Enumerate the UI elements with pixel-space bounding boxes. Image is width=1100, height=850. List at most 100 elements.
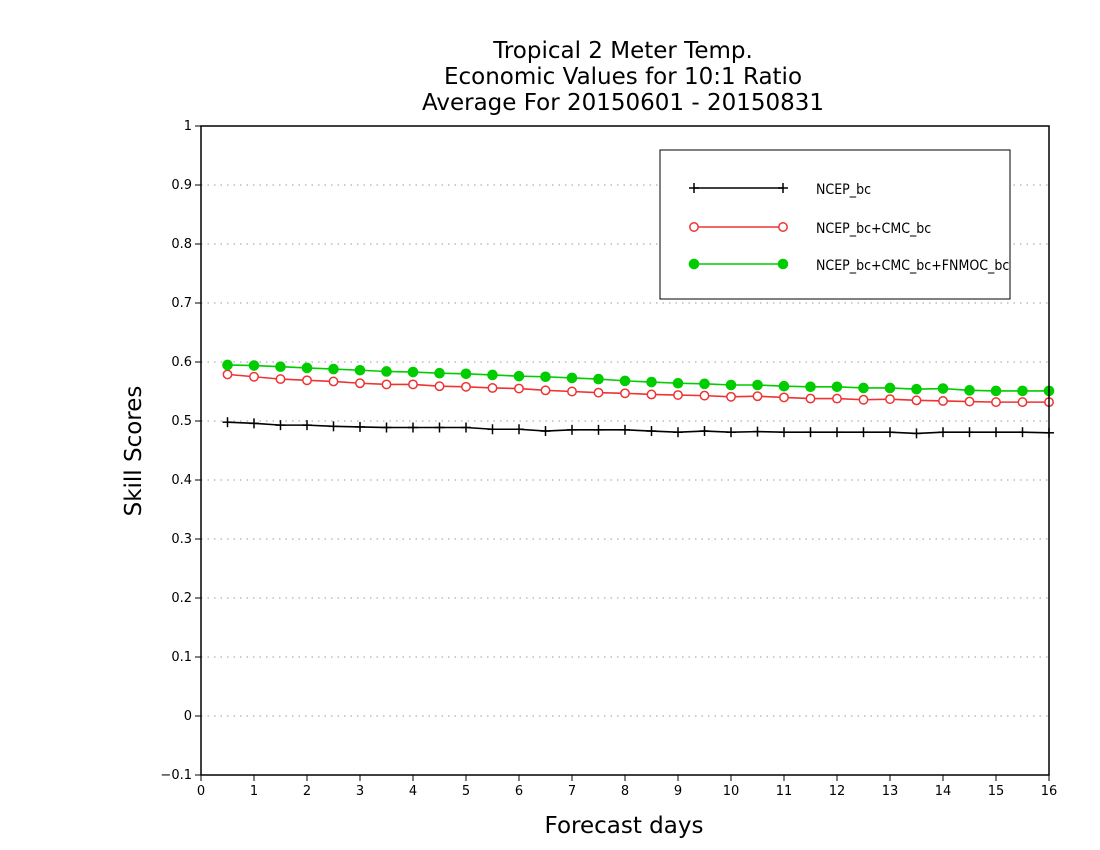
data-point-plus — [434, 422, 445, 433]
x-tick-label: 9 — [674, 784, 682, 799]
data-point-filled-circle — [275, 361, 286, 373]
data-point-plus-legend — [778, 183, 788, 193]
data-point-plus-legend — [689, 183, 699, 193]
data-point-plus — [885, 427, 895, 438]
y-tick-label: 0.9 — [171, 178, 192, 193]
data-point-plus — [646, 426, 657, 437]
data-point-open-circle — [222, 369, 233, 380]
y-tick-label: 0.3 — [171, 532, 192, 547]
legend-label: NCEP_bc+CMC_bc — [816, 221, 931, 237]
data-point-plus — [381, 422, 392, 433]
data-point-open-circle-legend — [689, 222, 699, 232]
data-point-plus — [620, 424, 630, 435]
data-point-filled-circle — [964, 385, 975, 396]
x-tick-label: 14 — [935, 784, 952, 799]
data-point-filled-circle — [699, 378, 710, 390]
data-point-open-circle — [620, 388, 630, 399]
data-point-plus — [328, 421, 339, 432]
data-point-filled-circle — [672, 377, 684, 389]
data-point-filled-circle — [487, 369, 498, 381]
series-line — [227, 364, 1049, 392]
legend-label: NCEP_bc+CMC_bc+FNMOC_bc — [816, 258, 1009, 274]
data-point-filled-circle — [301, 362, 313, 374]
data-point-plus — [1017, 427, 1028, 438]
data-point-filled-circle — [328, 363, 339, 375]
plot-frame — [200, 125, 1050, 776]
y-tick-label: 0 — [184, 709, 192, 724]
series-line — [227, 421, 1050, 435]
data-point-open-circle — [938, 395, 948, 406]
data-point-filled-circle — [1017, 385, 1028, 397]
data-point-open-circle — [911, 395, 922, 406]
y-tick-label: −0.1 — [160, 768, 192, 783]
data-point-plus — [275, 420, 286, 431]
data-point-open-circle — [779, 392, 789, 403]
data-point-filled-circle — [513, 370, 525, 382]
data-point-plus — [487, 424, 498, 435]
data-point-open-circle — [1017, 397, 1028, 408]
data-point-open-circle — [355, 378, 365, 389]
data-point-filled-circle — [858, 382, 869, 394]
data-point-plus — [461, 422, 471, 433]
data-point-plus — [222, 417, 233, 428]
x-tick-label: 1 — [250, 784, 258, 799]
x-tick-label: 5 — [462, 784, 470, 799]
data-point-open-circle — [302, 375, 312, 386]
series-1 — [222, 369, 1054, 408]
x-tick-label: 16 — [1041, 784, 1058, 799]
data-point-open-circle — [832, 393, 842, 404]
x-tick-label: 3 — [356, 784, 364, 799]
data-point-plus — [991, 427, 1001, 438]
x-tick-label: 2 — [303, 784, 311, 799]
data-point-filled-circle — [619, 375, 631, 387]
x-tick-label: 10 — [723, 784, 740, 799]
y-tick-label: 0.5 — [171, 414, 192, 429]
data-point-plus — [302, 420, 312, 431]
data-point-open-circle — [487, 383, 498, 393]
data-point-plus — [673, 427, 683, 438]
legend-box — [659, 149, 1011, 300]
data-point-plus — [540, 426, 551, 437]
data-point-plus — [805, 427, 816, 438]
data-point-open-circle — [991, 397, 1001, 408]
data-point-open-circle — [514, 383, 524, 394]
data-point-filled-circle — [354, 364, 366, 376]
data-point-plus — [938, 427, 948, 438]
data-point-open-circle — [434, 381, 445, 392]
x-tick-label: 13 — [882, 784, 899, 799]
data-point-plus — [964, 427, 975, 438]
data-point-plus — [779, 427, 789, 438]
chart-title-line-2: Economic Values for 10:1 Ratio — [444, 64, 802, 90]
data-point-filled-circle-legend — [688, 258, 700, 270]
data-point-filled-circle — [911, 383, 922, 395]
data-point-open-circle — [593, 387, 604, 398]
x-tick-label: 7 — [568, 784, 576, 799]
data-point-filled-circle — [990, 385, 1002, 397]
data-point-plus — [567, 424, 577, 435]
y-tick-label: 0.1 — [171, 650, 192, 665]
y-tick-label: 0.6 — [171, 355, 192, 370]
x-tick-label: 4 — [409, 784, 417, 799]
data-point-filled-circle — [460, 368, 472, 380]
data-point-open-circle — [673, 390, 683, 400]
data-point-filled-circle-legend — [777, 258, 789, 270]
data-point-filled-circle — [884, 382, 896, 394]
data-point-filled-circle — [831, 381, 843, 393]
legend: NCEP_bc NCEP_bc+CMC_bc NCEP_bc+CMC_bc+FNMO… — [659, 149, 1011, 300]
data-point-open-circle — [646, 389, 657, 400]
data-point-open-circle — [885, 394, 895, 405]
data-point-filled-circle — [407, 366, 419, 378]
data-point-plus — [355, 421, 365, 432]
data-point-open-circle — [249, 371, 259, 382]
data-point-filled-circle — [381, 366, 392, 377]
data-point-filled-circle — [593, 373, 604, 385]
data-point-open-circle — [328, 376, 339, 387]
x-tick-label: 8 — [621, 784, 629, 799]
y-tick-label: 0.7 — [171, 296, 192, 311]
x-tick-label: 6 — [515, 784, 523, 799]
data-point-filled-circle — [725, 379, 737, 391]
data-point-open-circle — [805, 393, 816, 404]
y-tick-label: 0.4 — [171, 473, 192, 488]
data-point-plus — [832, 427, 842, 438]
